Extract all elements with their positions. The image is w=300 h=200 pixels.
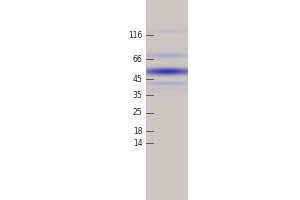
Text: 35: 35 [133, 90, 142, 99]
Text: 14: 14 [133, 138, 142, 148]
Text: 25: 25 [133, 108, 142, 117]
Text: 18: 18 [133, 127, 142, 136]
Text: 45: 45 [133, 74, 142, 84]
Text: 66: 66 [133, 54, 142, 64]
Text: 116: 116 [128, 30, 142, 40]
